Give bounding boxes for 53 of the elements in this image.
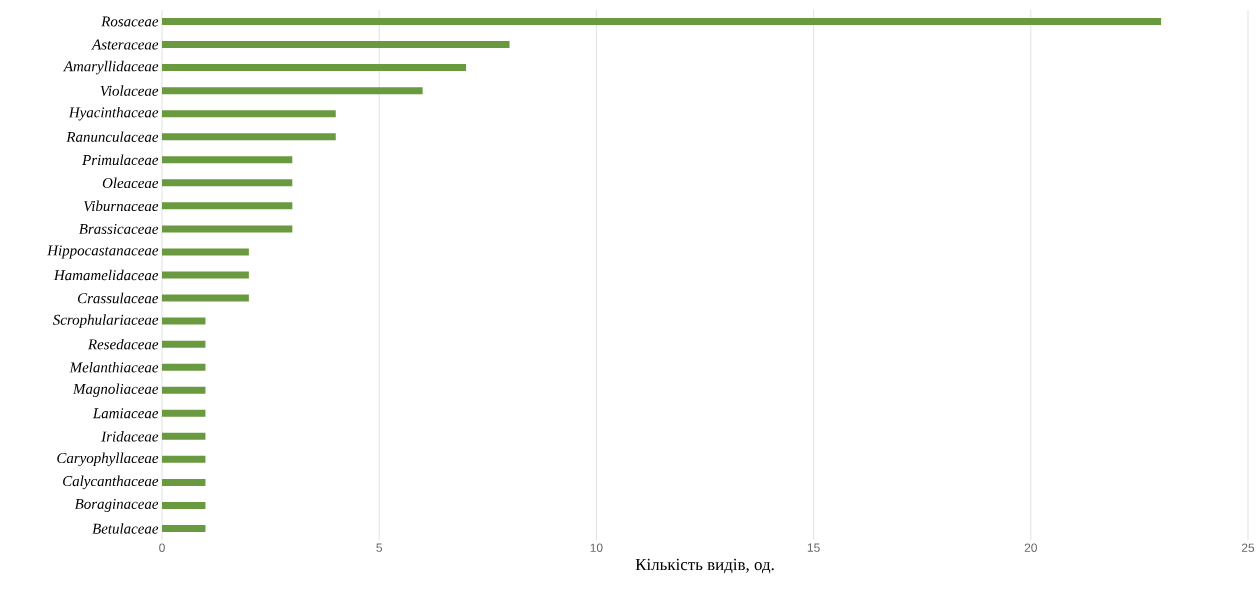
- bar: [162, 133, 336, 141]
- bar: [162, 248, 249, 256]
- bar: [162, 478, 206, 486]
- x-tick-label: 0: [159, 543, 165, 552]
- y-tick-label: Crassulaceae: [77, 292, 159, 304]
- bar: [162, 87, 423, 95]
- y-tick-label: Brassicaceae: [78, 223, 159, 234]
- x-tick-label: 5: [376, 543, 383, 552]
- x-axis-title: Кількість видів, од.: [635, 558, 774, 574]
- x-tick-label: 15: [807, 543, 820, 552]
- x-tick-label: 20: [1024, 543, 1037, 552]
- bar: [162, 225, 293, 233]
- y-tick-label: Resedaceae: [87, 338, 159, 350]
- bar: [162, 455, 206, 463]
- y-tick-label: Viburnaceae: [84, 200, 159, 212]
- y-tick-label: Magnoliaceae: [72, 383, 159, 397]
- bar: [162, 294, 249, 302]
- y-tick-label: Calycanthaceae: [63, 475, 159, 490]
- y-tick-label: Ranunculaceae: [66, 131, 159, 143]
- bar: [162, 501, 206, 509]
- y-tick-label: Asteraceae: [91, 39, 159, 50]
- bar: [162, 409, 206, 417]
- y-tick-label: Rosaceae: [101, 16, 159, 27]
- x-tick-label: 25: [1241, 543, 1255, 552]
- bar: [162, 340, 206, 348]
- y-tick-label: Melanthiaceae: [69, 361, 159, 373]
- y-tick-label: Oleaceae: [102, 177, 159, 189]
- y-tick-label: Boraginaceae: [74, 498, 159, 512]
- bar: [162, 432, 206, 440]
- bar: [162, 271, 249, 279]
- y-tick-label: Iridaceae: [101, 431, 159, 442]
- y-tick-label: Caryophyllaceae: [57, 452, 159, 467]
- y-tick-label: Lamiaceae: [92, 408, 159, 419]
- bar: [162, 524, 206, 532]
- bar: [162, 317, 206, 325]
- bar: [162, 363, 206, 371]
- bar: [162, 386, 206, 394]
- bar: [162, 64, 467, 72]
- y-tick-label: Hippocastanaceae: [47, 245, 159, 259]
- bar: [162, 110, 336, 118]
- y-tick-label: Primulaceae: [82, 154, 159, 166]
- y-tick-label: Betulaceae: [92, 523, 159, 534]
- y-tick-label: Violaceae: [100, 85, 159, 96]
- y-tick-label: Amaryllidaceae: [63, 60, 159, 75]
- x-tick-label: 10: [590, 543, 603, 552]
- bar: [162, 179, 293, 187]
- y-tick-label: Scrophulariaceae: [52, 314, 159, 328]
- y-tick-label: Hamamelidaceae: [53, 269, 159, 281]
- bar: [162, 41, 510, 49]
- bar: [162, 18, 1162, 26]
- y-tick-label: Hyacinthaceae: [68, 106, 159, 121]
- bar: [162, 202, 293, 210]
- bar: [162, 156, 293, 164]
